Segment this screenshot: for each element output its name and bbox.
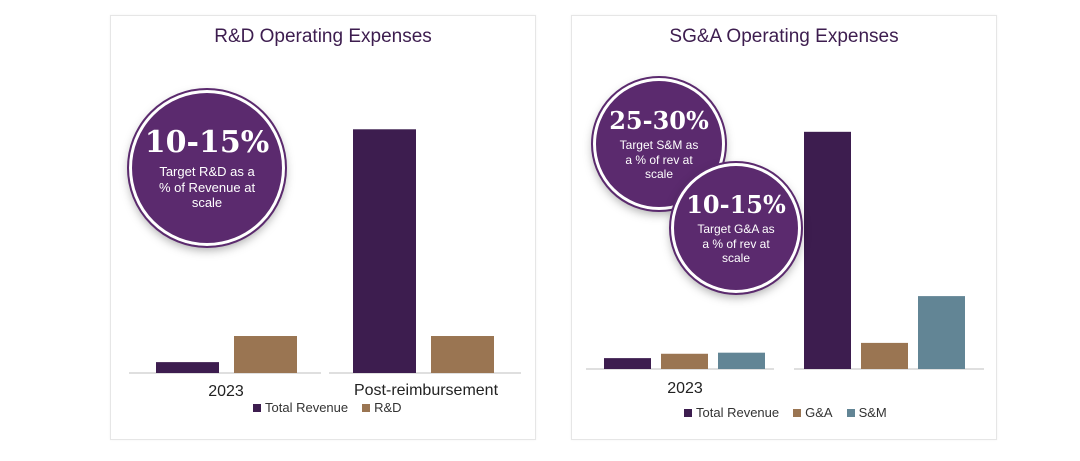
bar-total-revenue	[804, 131, 851, 369]
chart-title: R&D Operating Expenses	[214, 26, 432, 47]
bar-total-revenue	[604, 358, 651, 369]
bar-total-revenue	[353, 129, 416, 373]
bar-g-a	[661, 353, 708, 369]
rd-bar-chart	[129, 129, 521, 374]
bubble-percentage: 10-15%	[686, 190, 786, 220]
legend-label: Total Revenue	[696, 405, 780, 420]
bubble-percentage: 10-15%	[144, 125, 270, 161]
legend-item-total-revenue: Total Revenue	[253, 400, 348, 415]
legend-swatch	[684, 408, 692, 417]
legend-item-sm: S&M	[846, 405, 887, 420]
chart-legend: Total Revenue R&D	[253, 400, 402, 415]
target-ga-bubble: 10-15% Target G&A as a % of rev at scale	[669, 161, 803, 295]
chart-legend: Total Revenue G&A S&M	[684, 405, 887, 420]
category-label-2023: 2023	[667, 380, 703, 397]
legend-swatch	[253, 403, 261, 412]
legend-swatch	[362, 403, 371, 412]
bar-s-m	[718, 352, 765, 369]
legend-label: Total Revenue	[265, 400, 349, 415]
sga-bar-chart	[586, 131, 984, 370]
sga-chart-panel: SG&A Operating Expenses 2023 Total Reven…	[571, 15, 997, 440]
legend-swatch	[846, 408, 855, 417]
category-label-post-reimbursement: Post-reimbursement	[353, 382, 499, 399]
bubble-percentage: 25-30%	[609, 106, 709, 136]
bar-total-revenue	[156, 362, 219, 373]
bar-g-a	[861, 342, 908, 369]
legend-item-rd: R&D	[362, 400, 402, 415]
legend-item-ga: G&A	[793, 405, 833, 420]
rd-chart-panel: R&D Operating Expenses 2023 Post-reimbur…	[110, 15, 536, 440]
bubble-caption: Target S&M as a % of rev at scale	[619, 138, 699, 182]
category-label-2023: 2023	[208, 383, 244, 400]
chart-title: SG&A Operating Expenses	[669, 26, 899, 47]
bar-r-d	[431, 336, 494, 373]
bar-r-d	[234, 336, 297, 373]
legend-item-total-revenue: Total Revenue	[684, 405, 779, 420]
bubble-caption: Target R&D as a % of Revenue at scale	[158, 164, 256, 211]
bubble-caption: Target G&A as a % of rev at scale	[697, 222, 775, 266]
bar-s-m	[918, 296, 965, 369]
legend-label: R&D	[374, 400, 402, 415]
legend-label: G&A	[805, 405, 833, 420]
target-rd-bubble: 10-15% Target R&D as a % of Revenue at s…	[127, 88, 287, 248]
legend-label: S&M	[858, 405, 887, 420]
legend-swatch	[793, 408, 802, 417]
